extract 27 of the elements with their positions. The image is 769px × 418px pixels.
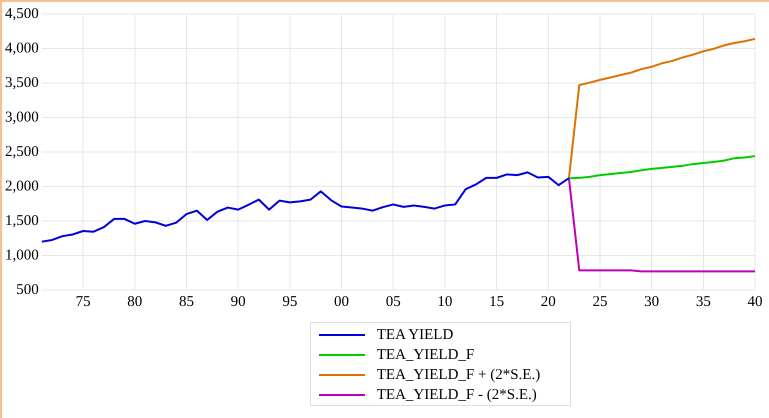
- x-tick-label: 40: [748, 294, 762, 310]
- y-tick-label: 1,000: [5, 247, 39, 264]
- legend-label: TEA YIELD: [376, 326, 454, 344]
- x-tick-label: 35: [696, 294, 711, 310]
- x-tick-label: 95: [282, 294, 298, 310]
- y-tick-label: 1,500: [5, 212, 39, 229]
- x-tick-label: 30: [644, 294, 660, 310]
- y-tick-label: 3,500: [5, 74, 39, 91]
- x-tick-label: 75: [76, 294, 91, 310]
- x-tick-label: 10: [437, 294, 452, 310]
- y-tick-label: 4,500: [5, 6, 39, 22]
- x-tick-label: 05: [386, 294, 401, 310]
- legend-label: TEA_YIELD_F + (2*S.E.): [376, 366, 540, 384]
- x-tick-label: 20: [540, 294, 556, 310]
- x-tick-label: 85: [178, 294, 194, 310]
- x-tick-label: 00: [334, 294, 350, 310]
- legend-label: TEA_YIELD_F - (2*S.E.): [376, 386, 537, 404]
- legend-label: TEA_YIELD_F: [376, 346, 474, 364]
- y-tick-label: 500: [16, 282, 39, 298]
- y-tick-label: 4,000: [5, 40, 39, 56]
- x-tick-label: 15: [489, 294, 504, 310]
- y-tick-label: 2,500: [5, 144, 39, 160]
- y-tick-label: 3,000: [5, 109, 39, 126]
- y-tick-label: 2,000: [5, 178, 39, 194]
- x-tick-label: 90: [230, 294, 246, 310]
- x-tick-label: 80: [127, 294, 142, 310]
- x-tick-label: 25: [592, 294, 608, 310]
